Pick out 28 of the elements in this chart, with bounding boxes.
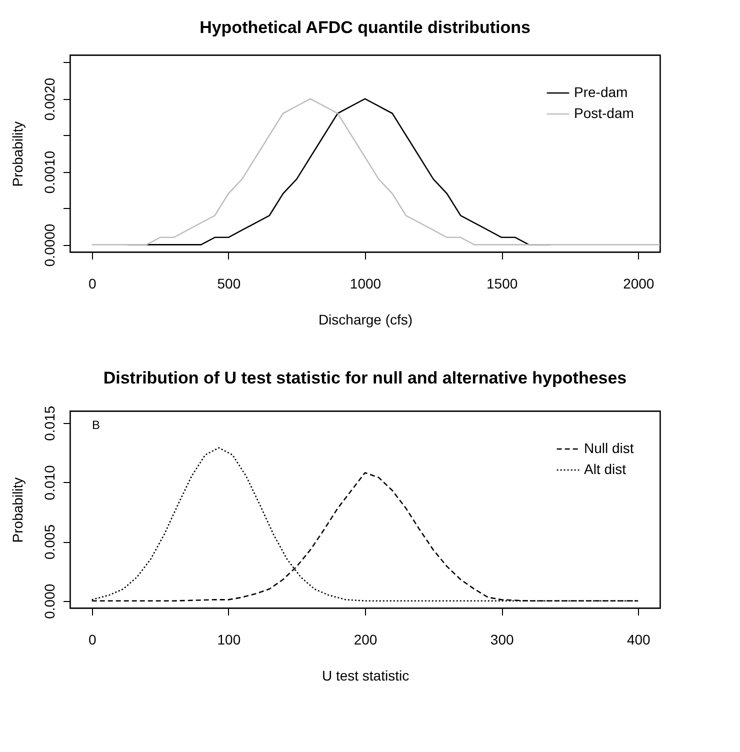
y-tick-label: 0.010 (42, 464, 58, 500)
y-tick-label: 0.005 (42, 524, 58, 560)
legend-label: Post-dam (574, 105, 634, 121)
legend-label: Pre-dam (574, 84, 628, 100)
y-axis-title: Probability (10, 477, 26, 543)
x-axis-title: U test statistic (322, 668, 410, 684)
x-tick-label: 100 (217, 632, 241, 648)
x-tick-label: 300 (490, 632, 514, 648)
y-tick-label: 0.015 (42, 406, 58, 441)
x-tick-label: 400 (626, 632, 651, 648)
x-tick-label: 0 (88, 276, 96, 292)
y-tick-label: 0.0000 (42, 224, 58, 267)
x-tick-label: 200 (354, 632, 378, 648)
x-tick-label: 500 (217, 276, 241, 292)
legend-label: Alt dist (584, 461, 626, 477)
y-axis-title: Probability (10, 121, 26, 187)
annotation: B (92, 418, 100, 432)
x-tick-label: 1000 (350, 276, 382, 292)
x-tick-label: 2000 (623, 276, 654, 292)
chart-title: Distribution of U test statistic for null and alternative hypotheses (103, 368, 627, 388)
y-tick-label: 0.000 (42, 584, 58, 619)
y-tick-label: 0.0010 (42, 150, 58, 194)
legend-label: Null dist (584, 440, 634, 456)
y-tick-label: 0.0020 (42, 78, 58, 121)
chart-title: Hypothetical AFDC quantile distributions (200, 18, 530, 37)
x-tick-label: 1500 (486, 276, 518, 292)
x-axis-title: Discharge (cfs) (318, 312, 413, 328)
x-tick-label: 0 (88, 632, 96, 648)
